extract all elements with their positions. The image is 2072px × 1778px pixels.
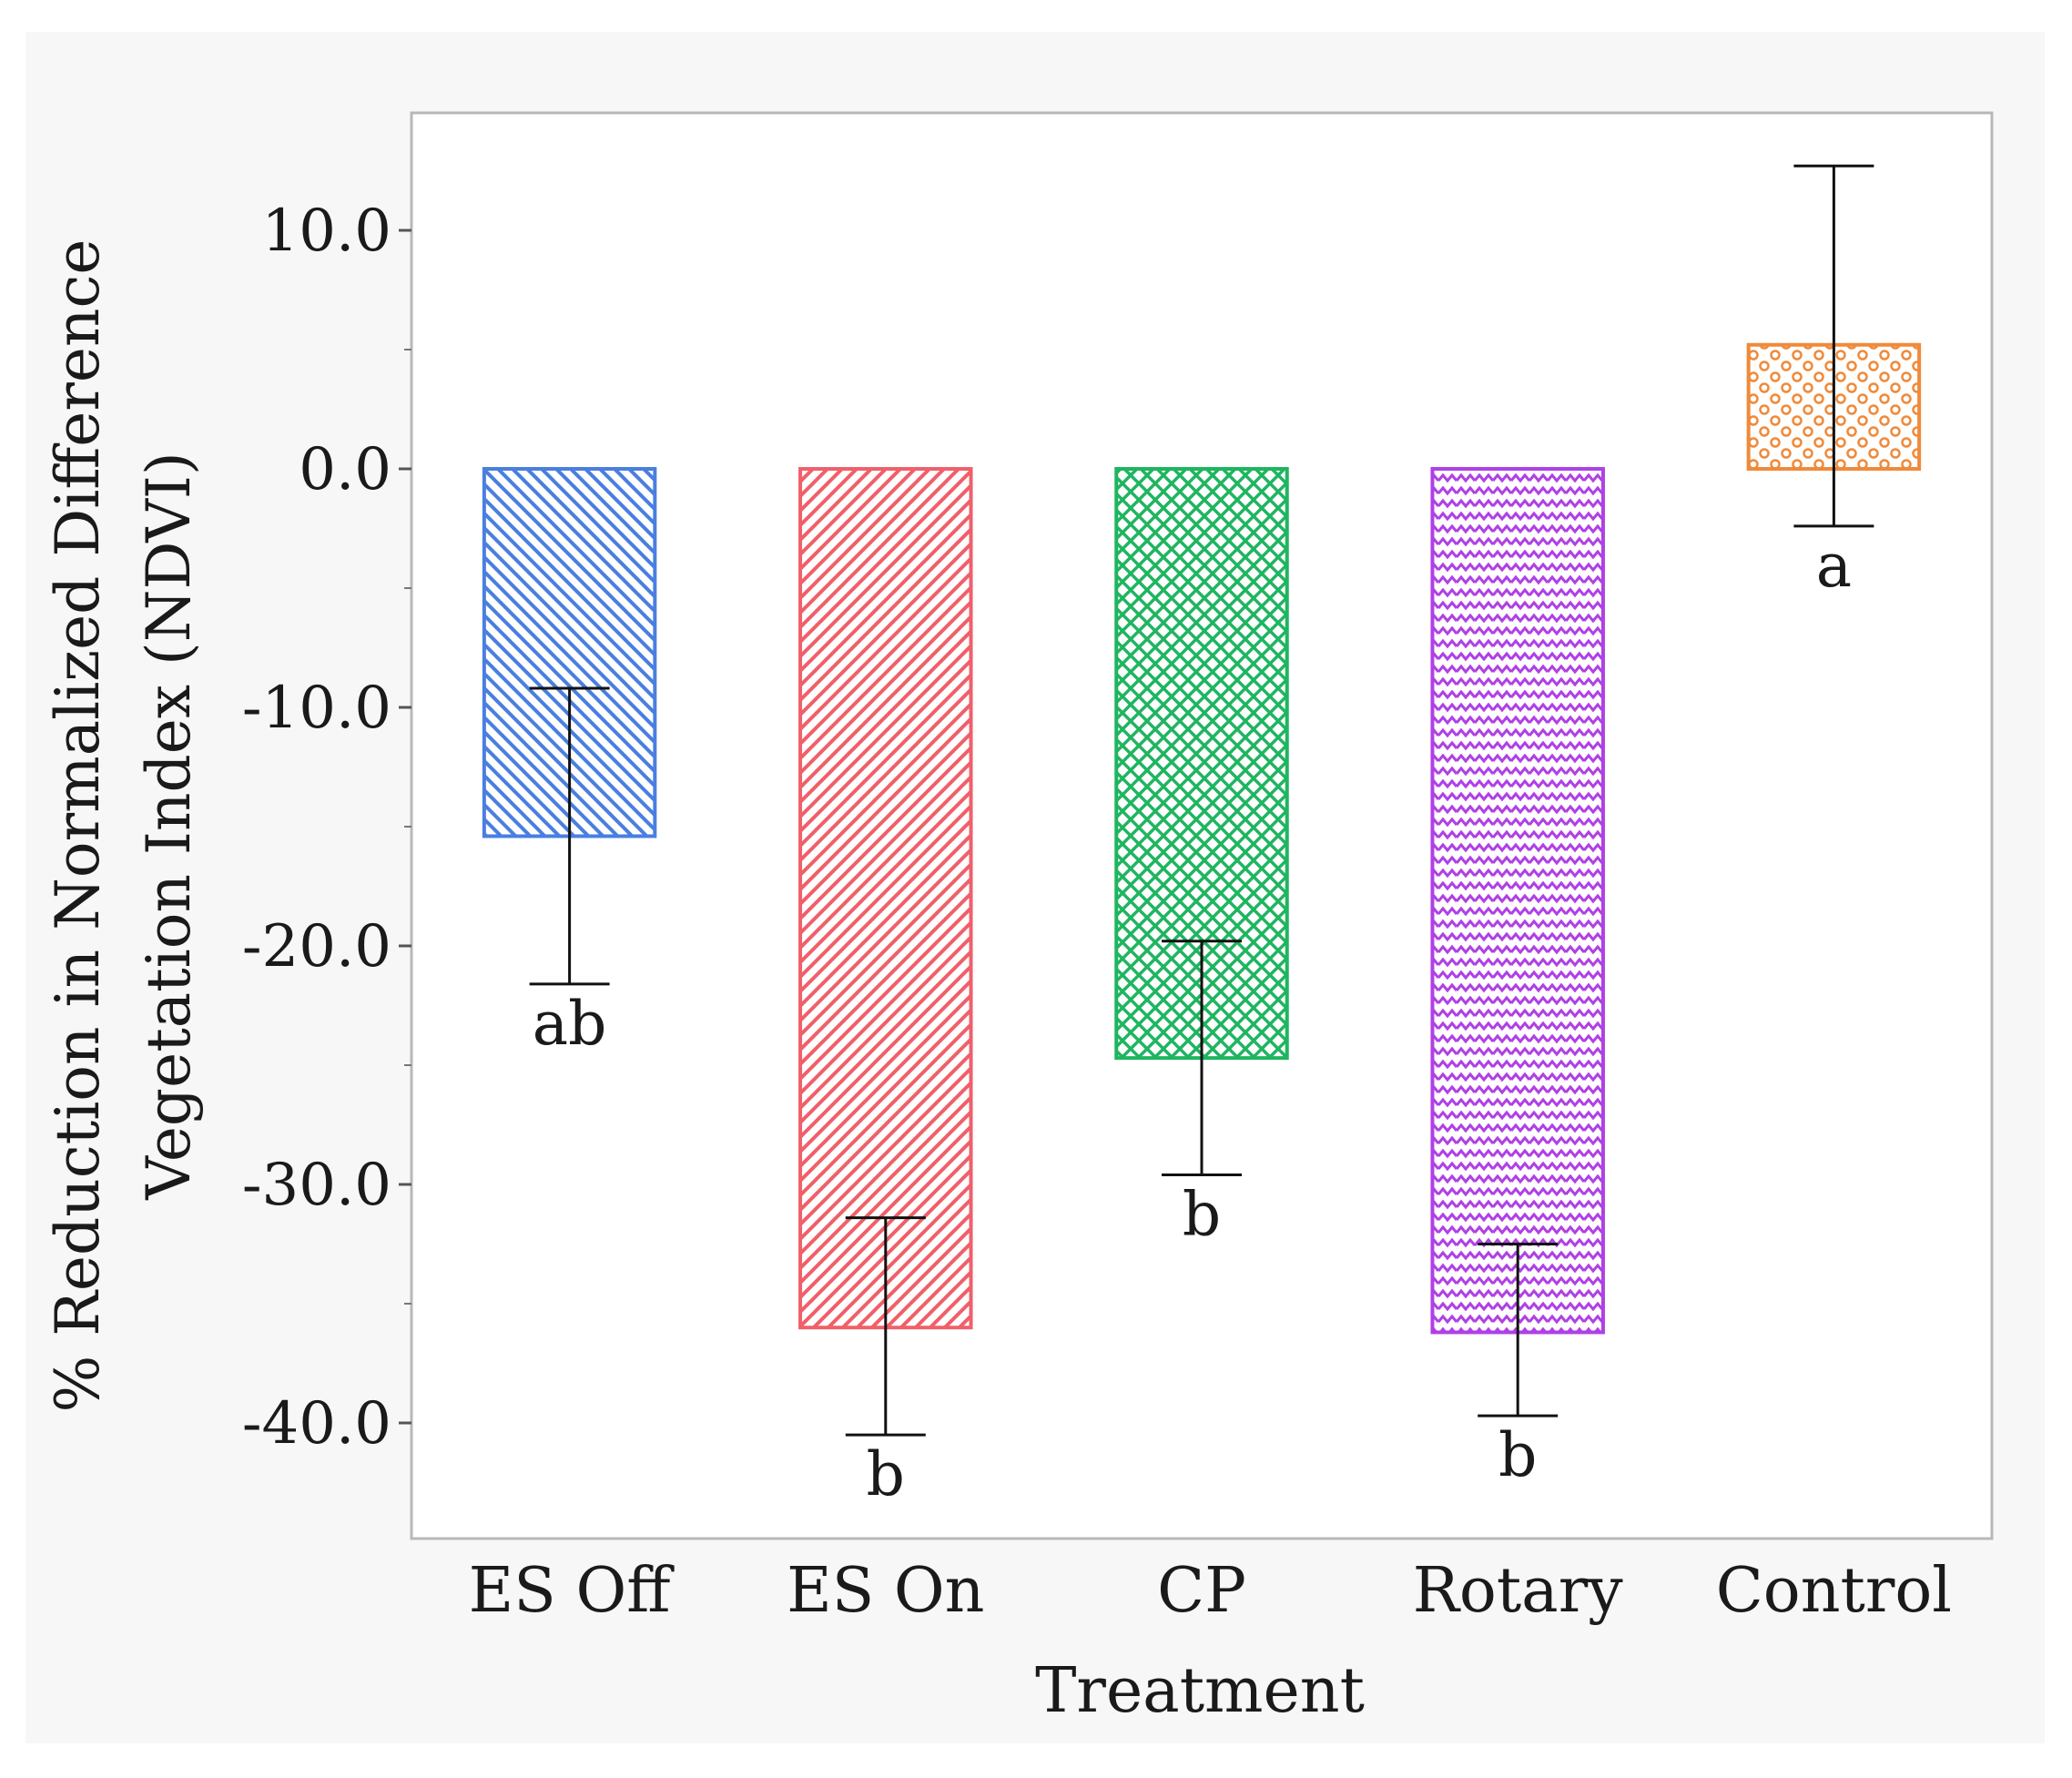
x-tick-label: ES On [787,1555,984,1627]
x-axis-label: Treatment [1035,1655,1365,1727]
y-tick-label: -30.0 [242,1152,391,1219]
group-letter: b [1183,1180,1221,1250]
x-tick-label: Control [1716,1555,1952,1627]
group-letters: ab b b b a [533,531,1852,1509]
y-tick-label: -40.0 [242,1390,391,1458]
bar-es-on [798,467,973,1330]
group-letter: b [1498,1420,1537,1490]
y-axis: 10.0 0.0 -10.0 -20.0 -30.0 -40.0 [242,198,411,1458]
group-letter: b [867,1439,905,1509]
bar-rotary [1430,467,1605,1335]
group-letter: a [1816,531,1852,601]
y-tick-label: -20.0 [242,913,391,980]
x-tick-label: ES Off [469,1555,675,1627]
y-tick-label: 0.0 [299,436,391,503]
group-letter: ab [533,989,607,1059]
y-tick-label: 10.0 [262,198,392,265]
x-tick-label: Rotary [1413,1555,1624,1627]
y-axis-label-line-2: Vegetation Index (NDVI) [134,452,204,1201]
y-tick-label: -10.0 [242,675,391,742]
x-tick-label: CP [1157,1555,1246,1627]
y-axis-label-line-1: % Reduction in Normalized Difference [43,239,113,1413]
error-bars-group [529,164,1874,1437]
x-tick-labels: ES Off ES On CP Rotary Control [469,1555,1952,1627]
